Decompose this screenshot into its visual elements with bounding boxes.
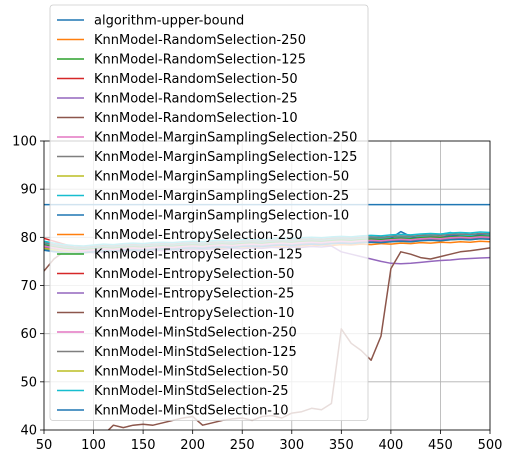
x-tick-label: 200	[180, 438, 205, 453]
x-tick-label: 400	[378, 438, 403, 453]
y-tick-label: 80	[20, 231, 37, 246]
x-tick-label: 150	[131, 438, 156, 453]
y-tick-label: 100	[12, 135, 37, 150]
legend-label: KnnModel-MarginSamplingSelection-125	[94, 150, 357, 165]
legend-label: algorithm-upper-bound	[94, 14, 244, 29]
legend-label: KnnModel-EntropySelection-25	[94, 287, 294, 302]
x-tick-label: 450	[428, 438, 453, 453]
legend-label: KnnModel-RandomSelection-250	[94, 33, 306, 48]
legend-box	[49, 4, 369, 421]
legend-label: KnnModel-MarginSamplingSelection-50	[94, 170, 349, 185]
y-tick-label: 60	[20, 327, 37, 342]
legend-label: KnnModel-EntropySelection-10	[94, 306, 294, 321]
legend-label: KnnModel-RandomSelection-125	[94, 53, 306, 68]
x-tick-label: 100	[81, 438, 106, 453]
legend-label: KnnModel-MinStdSelection-10	[94, 404, 289, 419]
legend-label: KnnModel-MarginSamplingSelection-250	[94, 131, 357, 146]
legend-label: KnnModel-MinStdSelection-25	[94, 384, 289, 399]
legend-label: KnnModel-RandomSelection-50	[94, 72, 298, 87]
legend-label: KnnModel-MinStdSelection-125	[94, 345, 297, 360]
legend-label: KnnModel-MinStdSelection-50	[94, 365, 289, 380]
legend-label: KnnModel-MinStdSelection-250	[94, 326, 297, 341]
x-tick-label: 300	[279, 438, 304, 453]
axes: 50 100 150 200 250 300 350 400 450 50040506070809…	[12, 135, 502, 454]
legend-label: KnnModel-EntropySelection-125	[94, 248, 303, 263]
x-tick-label: 250	[230, 438, 255, 453]
legend-label: KnnModel-RandomSelection-25	[94, 92, 298, 107]
legend-label: KnnModel-RandomSelection-10	[94, 111, 298, 126]
legend: algorithm-upper-bound KnnModel-RandomSele…	[49, 4, 369, 421]
x-tick-label: 50	[36, 438, 53, 453]
y-tick-label: 40	[20, 424, 37, 439]
legend-label: KnnModel-MarginSamplingSelection-25	[94, 189, 349, 204]
y-tick-label: 90	[20, 183, 37, 198]
y-tick-label: 50	[20, 375, 37, 390]
x-tick-label: 500	[478, 438, 503, 453]
y-tick-label: 70	[20, 279, 37, 294]
x-tick-label: 350	[329, 438, 354, 453]
legend-label: KnnModel-EntropySelection-50	[94, 267, 294, 282]
legend-label: KnnModel-EntropySelection-250	[94, 228, 303, 243]
legend-label: KnnModel-MarginSamplingSelection-10	[94, 209, 349, 224]
